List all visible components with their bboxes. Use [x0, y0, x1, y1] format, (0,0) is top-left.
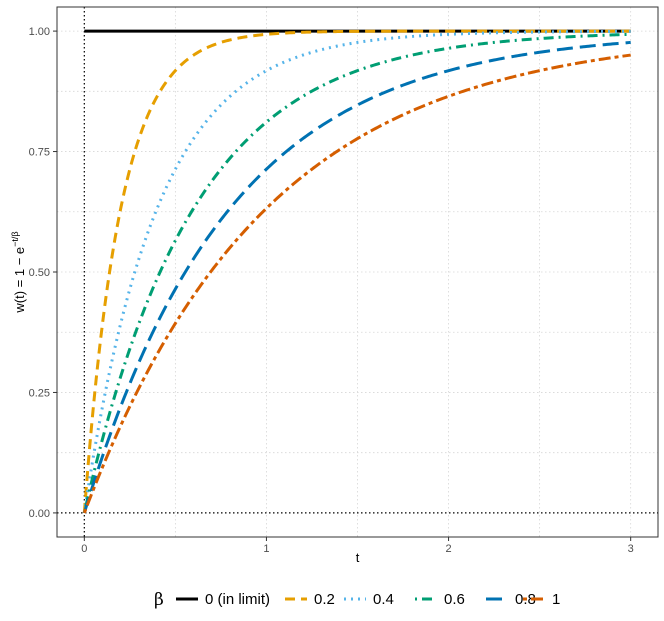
x-tick-label: 3: [628, 543, 634, 555]
series-lines: [82, 29, 631, 514]
y-axis-title: w(t) = 1 − e−t/β: [10, 231, 27, 313]
legend-label: 0.2: [314, 591, 335, 608]
y-tick-label: 0.50: [29, 267, 50, 279]
legend-title: β: [154, 590, 164, 610]
series-line-beta-0-2: [82, 29, 631, 514]
series-line-beta-1: [82, 53, 631, 514]
legend-label: 0.4: [373, 591, 394, 608]
series-line-beta-0-8: [82, 40, 631, 514]
x-axis-title: t: [356, 550, 360, 565]
grid: [57, 7, 658, 537]
x-tick-label: 2: [445, 543, 451, 555]
x-tick-label: 1: [263, 543, 269, 555]
reference-lines: [57, 7, 658, 537]
x-tick-label: 0: [81, 543, 87, 555]
y-tick-label: 1.00: [29, 26, 50, 38]
series-line-beta-0-6: [82, 32, 631, 514]
y-tick-label: 0.25: [29, 387, 50, 399]
legend-label: 1: [552, 591, 560, 608]
y-tick-label: 0.00: [29, 508, 50, 520]
legend-label: 0.6: [444, 591, 465, 608]
legend-entries: 0 (in limit) 0.2 0.4 0.6 0.8 1: [176, 591, 560, 608]
y-tick-label: 0.75: [29, 147, 50, 159]
series-line-beta-0-4: [82, 29, 631, 514]
y-axis-title-base: w(t) = 1 − e: [12, 247, 27, 314]
x-axis-ticks: 0 1 2 3: [81, 537, 634, 555]
y-axis-title-exponent: −t/β: [10, 231, 20, 246]
y-axis-ticks: 0.00 0.25 0.50 0.75 1.00: [29, 26, 57, 520]
legend: β 0 (in limit) 0.2 0.4 0.6 0.8 1: [154, 590, 560, 610]
legend-label: 0 (in limit): [205, 591, 270, 608]
